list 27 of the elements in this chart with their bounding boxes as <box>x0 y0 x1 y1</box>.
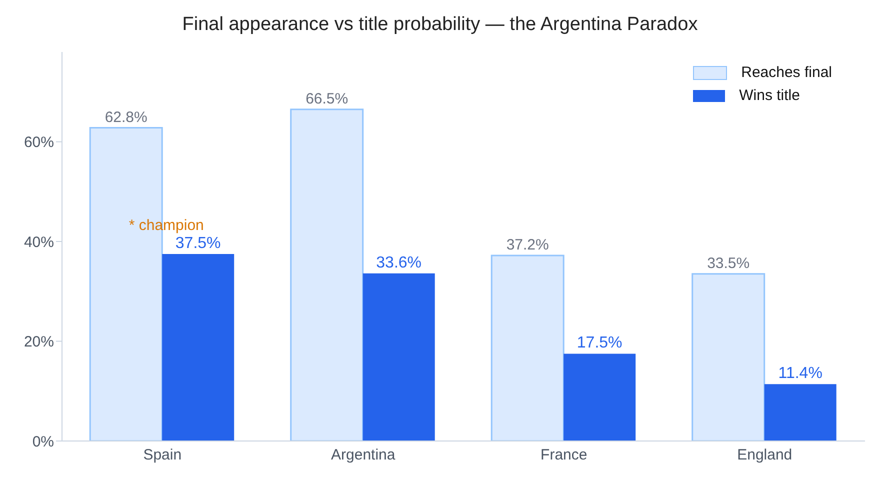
data-label: 33.6% <box>376 254 422 272</box>
bar <box>490 254 564 441</box>
legend-label: Wins title <box>739 87 800 104</box>
bar <box>290 108 364 441</box>
data-label: 11.4% <box>778 365 822 382</box>
data-label: 33.5% <box>707 254 750 272</box>
data-label: 62.8% <box>104 108 148 126</box>
x-tick-label: Argentina <box>331 446 396 464</box>
data-label: 37.5% <box>175 234 221 252</box>
bar <box>162 254 234 441</box>
y-tick-label: 0% <box>32 433 54 450</box>
y-tick-label: 40% <box>24 234 54 251</box>
data-label: 17.5% <box>576 334 622 352</box>
y-tick-label: 20% <box>24 334 54 351</box>
bar <box>564 354 636 441</box>
bar <box>362 273 435 441</box>
legend-label: Reaches final <box>741 64 832 81</box>
data-label: 37.2% <box>506 236 549 254</box>
data-label: 66.5% <box>306 90 348 108</box>
annotation: * champion <box>128 216 204 234</box>
chart-title: Final appearance vs title probability — the Argentina Paradox <box>181 14 699 36</box>
bar <box>764 384 836 441</box>
x-tick-label: Spain <box>143 446 182 464</box>
x-tick-label: France <box>540 446 588 464</box>
bar <box>692 273 766 441</box>
y-tick-label: 60% <box>24 134 54 152</box>
x-tick-label: England <box>737 446 792 464</box>
